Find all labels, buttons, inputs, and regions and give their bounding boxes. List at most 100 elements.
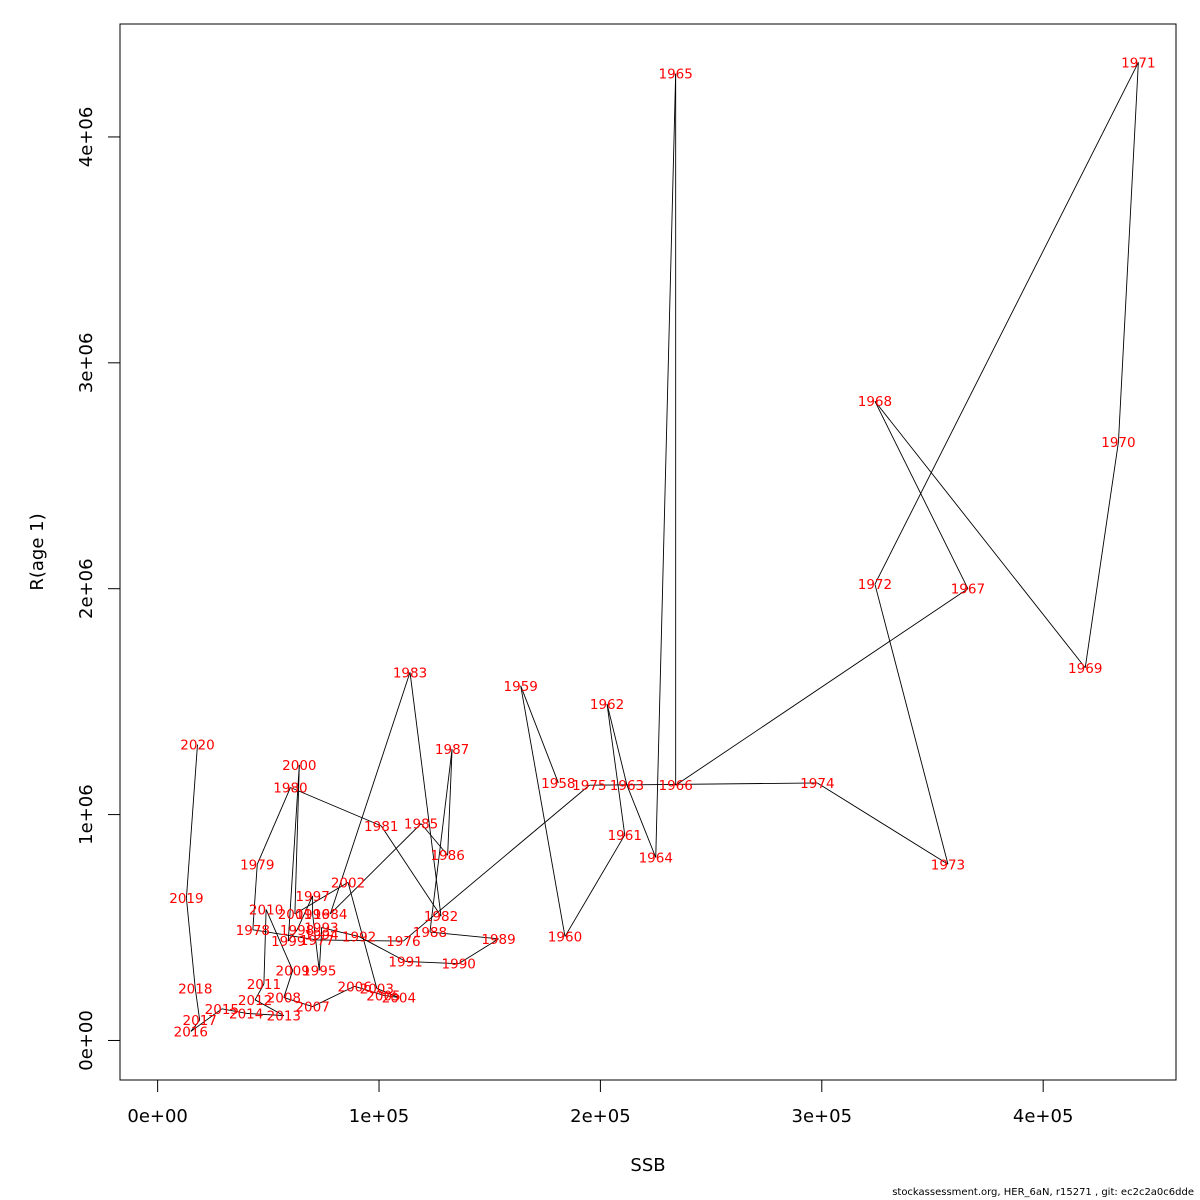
point-label-1972: 1972	[858, 577, 892, 593]
point-label-1961: 1961	[608, 828, 642, 844]
series-lines	[185, 62, 1139, 1032]
series-segment	[1117, 62, 1139, 442]
point-label-1970: 1970	[1101, 435, 1135, 451]
series-segment	[874, 584, 949, 865]
point-label-2017: 2017	[183, 1013, 217, 1029]
point-label-1983: 1983	[393, 665, 427, 681]
point-label-2007: 2007	[295, 1000, 329, 1016]
series-segment	[409, 672, 442, 917]
x-tick-label: 3e+05	[792, 1106, 853, 1127]
series-segment	[312, 985, 355, 1007]
point-label-2014: 2014	[229, 1006, 263, 1022]
point-label-2020: 2020	[180, 738, 214, 754]
series-segment	[254, 999, 285, 1017]
y-tick-label: 4e+06	[76, 107, 97, 168]
point-label-1995: 1995	[302, 963, 336, 979]
series-segment	[287, 764, 300, 942]
point-label-1997: 1997	[295, 889, 329, 905]
series-segment	[256, 787, 291, 865]
point-label-2002: 2002	[331, 875, 365, 891]
point-label-1978: 1978	[236, 923, 270, 939]
point-label-1963: 1963	[610, 778, 644, 794]
point-label-1988: 1988	[413, 925, 447, 941]
series-segment	[520, 685, 559, 784]
series-segment	[283, 970, 294, 998]
point-label-1974: 1974	[800, 776, 834, 792]
point-label-1990: 1990	[442, 957, 476, 973]
point-label-2013: 2013	[267, 1009, 301, 1025]
x-axis: 0e+00 1e+05 2e+05 3e+05 4e+05	[127, 1079, 1074, 1127]
series-segment	[294, 881, 349, 915]
point-label-1964: 1964	[639, 851, 673, 867]
point-label-2006: 2006	[337, 979, 371, 995]
point-label-2001: 2001	[278, 907, 312, 923]
point-label-2000: 2000	[282, 758, 316, 774]
series-segment	[185, 744, 198, 899]
series-segment	[589, 782, 818, 786]
footer-caption: stockassessment.org, HER_6aN, r15271 , g…	[892, 1187, 1194, 1198]
series-segment	[380, 825, 442, 917]
point-label-2018: 2018	[178, 982, 212, 998]
point-label-1981: 1981	[364, 819, 398, 835]
series-segment	[564, 834, 626, 937]
point-label-1998: 1998	[280, 923, 314, 939]
series-segment	[383, 994, 400, 998]
point-label-1973: 1973	[931, 857, 965, 873]
series-segment	[194, 988, 201, 1021]
point-label-1966: 1966	[658, 778, 692, 794]
series-segment	[354, 985, 384, 996]
series-segment	[1084, 441, 1119, 668]
series-segment	[376, 988, 400, 998]
y-axis: 0e+00 1e+06 2e+06 3e+06 4e+06	[76, 107, 121, 1071]
series-segment	[606, 703, 628, 786]
series-segment	[429, 749, 453, 933]
series-segment	[403, 784, 590, 942]
series-segment	[296, 895, 314, 930]
series-segment	[190, 1019, 201, 1032]
point-label-2012: 2012	[238, 993, 272, 1009]
series-segment	[312, 913, 320, 971]
point-label-1958: 1958	[541, 776, 575, 792]
point-label-1982: 1982	[424, 909, 458, 925]
point-label-1969: 1969	[1068, 661, 1102, 677]
point-label-1960: 1960	[548, 930, 582, 946]
point-label-1975: 1975	[572, 778, 606, 794]
point-label-1965: 1965	[658, 67, 692, 83]
point-label-1985: 1985	[404, 817, 438, 833]
series-segment	[329, 672, 411, 915]
point-label-1977: 1977	[300, 933, 334, 949]
point-label-1979: 1979	[240, 857, 274, 873]
series-segment	[283, 997, 313, 1008]
series-segment	[655, 73, 677, 858]
series-segment	[263, 909, 267, 985]
point-label-1984: 1984	[313, 907, 347, 923]
point-label-1994: 1994	[304, 927, 338, 943]
y-tick-label: 1e+06	[76, 784, 97, 845]
point-label-2016: 2016	[174, 1024, 208, 1040]
series-segment	[447, 749, 453, 856]
y-axis-title: R(age 1)	[27, 513, 48, 590]
point-label-1971: 1971	[1121, 55, 1155, 71]
y-tick-label: 0e+00	[76, 1010, 97, 1071]
series-segment	[190, 1008, 223, 1032]
point-label-1968: 1968	[858, 394, 892, 410]
series-segment	[287, 929, 298, 942]
point-label-1962: 1962	[590, 697, 624, 713]
point-label-2011: 2011	[247, 977, 281, 993]
point-label-2003: 2003	[360, 982, 394, 998]
point-label-1986: 1986	[430, 848, 464, 864]
point-label-1999: 1999	[271, 934, 305, 950]
x-tick-label: 4e+05	[1013, 1106, 1074, 1127]
series-segment	[185, 898, 196, 989]
point-label-1996: 1996	[295, 907, 329, 923]
series-segment	[874, 401, 969, 589]
point-label-1967: 1967	[951, 582, 985, 598]
x-axis-title: SSB	[630, 1155, 665, 1176]
series-segment	[252, 929, 318, 941]
point-label-2005: 2005	[366, 988, 400, 1004]
series-segment	[520, 685, 566, 937]
point-labels: 1958 1959 1960 1961 1962 1963 1964 1965 1966 1967…	[169, 55, 1155, 1040]
point-label-1959: 1959	[504, 679, 538, 695]
x-tick-label: 0e+00	[127, 1106, 188, 1127]
